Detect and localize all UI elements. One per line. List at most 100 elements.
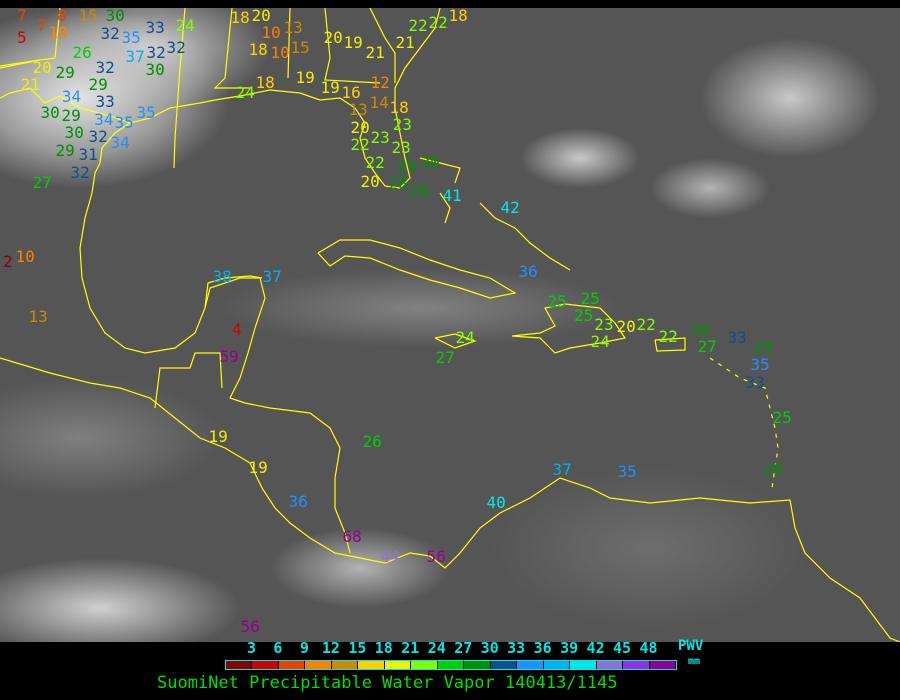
station-pwv-value: 35: [136, 103, 156, 122]
station-pwv-value: 19: [208, 427, 228, 446]
colorbar-swatch: [649, 661, 676, 669]
station-pwv-value: 36: [518, 262, 538, 281]
station-pwv-value: 29: [752, 338, 772, 357]
state-border: [213, 8, 250, 89]
colorbar-tick-label: 12: [321, 639, 340, 657]
colorbar: [225, 660, 677, 670]
station-pwv-value: 14: [369, 93, 389, 112]
station-pwv-value: 30: [40, 103, 60, 122]
state-border: [0, 59, 41, 69]
bahamas: [479, 202, 571, 271]
station-pwv-value: 33: [727, 328, 747, 347]
colorbar-tick-label: 27: [454, 639, 473, 657]
colorbar-tick-label: 6: [273, 639, 283, 657]
colorbar-swatch: [517, 661, 544, 669]
cuba-coast: [317, 239, 517, 299]
station-pwv-value: 5: [17, 28, 27, 47]
station-pwv-value: 32: [166, 38, 186, 57]
station-pwv-value: 10: [15, 247, 35, 266]
station-pwv-value: 23: [594, 314, 614, 334]
station-pwv-value: 24: [235, 83, 255, 102]
station-pwv-value: 25: [580, 289, 600, 308]
colorbar-tick-label: 24: [427, 639, 446, 657]
colorbar-tick-label: 21: [401, 639, 420, 657]
coastlines: [0, 8, 900, 642]
station-pwv-value: 31: [78, 145, 98, 164]
station-pwv-value: 18: [230, 8, 250, 27]
station-pwv-value: 33: [95, 92, 115, 111]
colorbar-swatch: [570, 661, 597, 669]
station-pwv-value: 22: [636, 315, 656, 334]
station-pwv-value: 56: [426, 547, 446, 566]
station-pwv-value: 20: [32, 58, 52, 77]
station-pwv-value: 22: [428, 13, 448, 32]
station-pwv-value: 21: [395, 33, 415, 52]
colorbar-unit: mm: [688, 656, 701, 667]
colorbar-tick-label: 42: [586, 639, 605, 657]
station-pwv-value: 25: [772, 408, 792, 427]
colorbar-swatch: [490, 661, 518, 669]
station-pwv-value: 34: [110, 133, 130, 152]
station-pwv-value: 32: [70, 163, 90, 182]
colorbar-tick-label: 30: [480, 639, 499, 657]
state-border: [369, 8, 396, 83]
colorbar-swatch: [623, 661, 650, 669]
station-pwv-value: 23: [391, 138, 411, 157]
station-pwv-value: 20: [350, 118, 370, 137]
station-pwv-value: 37: [262, 267, 282, 286]
station-pwv-value: 19: [320, 78, 340, 97]
station-pwv-value: 24: [455, 328, 475, 347]
station-pwv-value: 16: [341, 83, 361, 102]
station-pwv-value: 44: [380, 547, 400, 566]
colorbar-swatch: [358, 661, 385, 669]
station-pwv-value: 20: [616, 317, 636, 336]
station-pwv-value: 15: [78, 8, 98, 25]
colorbar-swatch: [437, 661, 465, 669]
station-pwv-value: 30: [64, 123, 84, 143]
station-pwv-value: 34: [94, 109, 114, 129]
station-pwv-value: 32: [88, 127, 108, 146]
station-pwv-value: 20: [323, 28, 343, 47]
station-pwv-value: 28: [763, 460, 783, 479]
jamaica-coast: [434, 333, 477, 349]
station-pwv-value: 68: [342, 527, 362, 546]
station-pwv-value: 20: [360, 172, 380, 191]
colorbar-title: PWV: [678, 638, 704, 654]
station-pwv-value: 4: [232, 320, 242, 339]
station-pwv-value: 18: [448, 8, 468, 25]
colorbar-swatch: [278, 661, 306, 669]
station-pwv-value: 37: [552, 460, 572, 479]
colorbar-tick-label: 18: [374, 639, 393, 657]
station-pwv-value: 10: [261, 23, 281, 42]
station-pwv-value: 22: [350, 135, 370, 154]
puerto-rico-coast: [654, 337, 686, 352]
yucatan-coast: [204, 275, 263, 309]
station-pwv-value: 19: [248, 458, 268, 477]
station-pwv-value: 25: [573, 306, 594, 326]
colorbar-swatch: [305, 661, 332, 669]
colorbar-ticks: 3 6 9 12 15 18 21 24 27 30 33 36 39 42 45 48: [0, 640, 900, 658]
colorbar-tick-label: 36: [533, 639, 552, 657]
station-pwv-value: 59: [219, 347, 239, 366]
station-pwv-value: 27: [697, 337, 717, 356]
station-pwv-value: 26: [72, 43, 92, 62]
station-pwv-value: 7: [37, 16, 47, 35]
colorbar-tick-label: 48: [639, 639, 658, 657]
station-pwv-value: 33: [145, 18, 165, 37]
station-pwv-value: 42: [500, 198, 520, 217]
colorbar-tick-label: 39: [560, 639, 579, 657]
station-pwv-value: 20: [251, 8, 271, 25]
station-pwv-value: 2: [3, 252, 13, 271]
station-pwv-value: 22: [658, 327, 678, 346]
station-pwv-value: 10: [48, 23, 68, 42]
station-pwv-value: 24: [175, 16, 195, 35]
colorbar-tick-label: 45: [613, 639, 632, 657]
station-pwv-value: 29: [409, 181, 429, 201]
state-border: [0, 8, 61, 67]
station-pwv-value: 35: [617, 462, 637, 481]
colorbar-tick-label: 15: [348, 639, 367, 657]
station-pwv-value: 24: [590, 332, 610, 351]
colorbar-swatch: [252, 661, 279, 669]
station-pwv-value: 21: [365, 43, 385, 62]
